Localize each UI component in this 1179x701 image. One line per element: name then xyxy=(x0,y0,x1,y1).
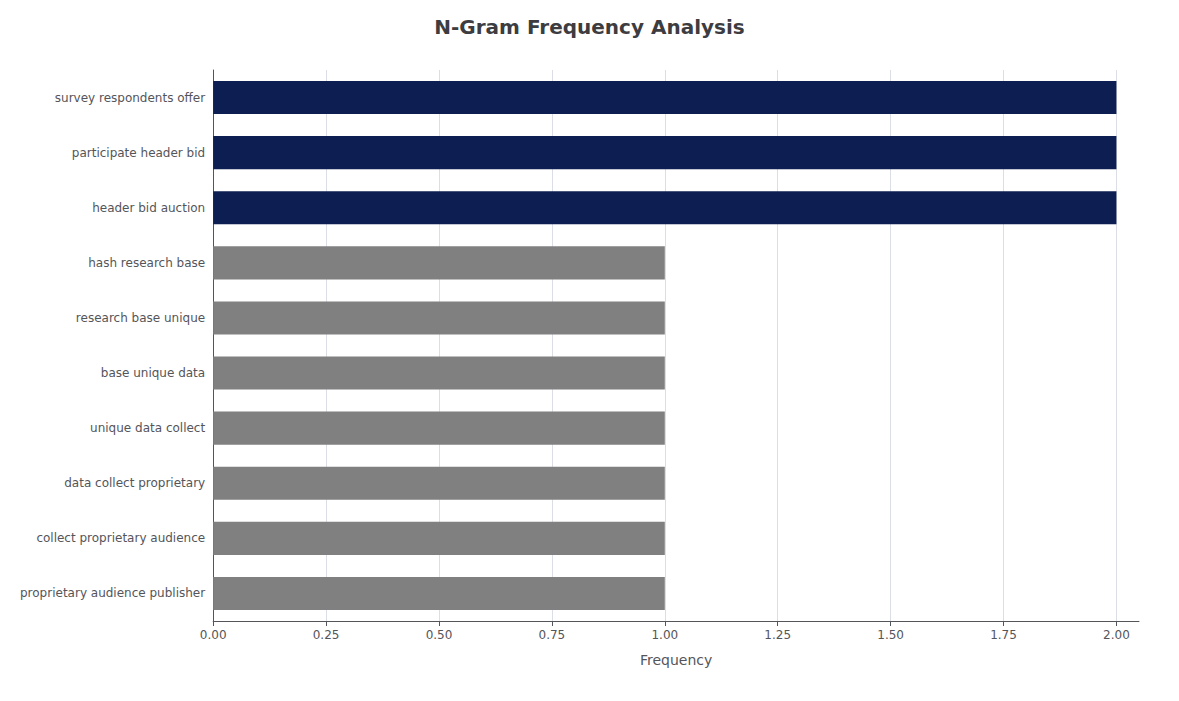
svg-text:Frequency: Frequency xyxy=(640,652,712,668)
svg-text:2.00: 2.00 xyxy=(1103,628,1130,642)
svg-text:survey respondents offer: survey respondents offer xyxy=(55,91,205,105)
svg-text:participate header bid: participate header bid xyxy=(72,146,205,160)
svg-text:N-Gram Frequency Analysis: N-Gram Frequency Analysis xyxy=(434,15,744,39)
svg-text:data collect proprietary: data collect proprietary xyxy=(64,476,205,490)
svg-text:1.25: 1.25 xyxy=(764,628,791,642)
svg-text:header bid auction: header bid auction xyxy=(92,201,205,215)
svg-text:1.00: 1.00 xyxy=(651,628,678,642)
svg-text:unique data collect: unique data collect xyxy=(90,421,205,435)
svg-text:0.25: 0.25 xyxy=(313,628,340,642)
svg-text:hash research base: hash research base xyxy=(88,256,205,270)
svg-text:0.75: 0.75 xyxy=(539,628,566,642)
svg-text:0.00: 0.00 xyxy=(200,628,227,642)
svg-text:base unique data: base unique data xyxy=(101,366,205,380)
svg-text:research base unique: research base unique xyxy=(76,311,205,325)
svg-text:1.75: 1.75 xyxy=(990,628,1017,642)
svg-text:collect proprietary audience: collect proprietary audience xyxy=(36,531,205,545)
svg-text:0.50: 0.50 xyxy=(426,628,453,642)
svg-text:1.50: 1.50 xyxy=(877,628,904,642)
svg-text:proprietary audience publisher: proprietary audience publisher xyxy=(20,586,205,600)
